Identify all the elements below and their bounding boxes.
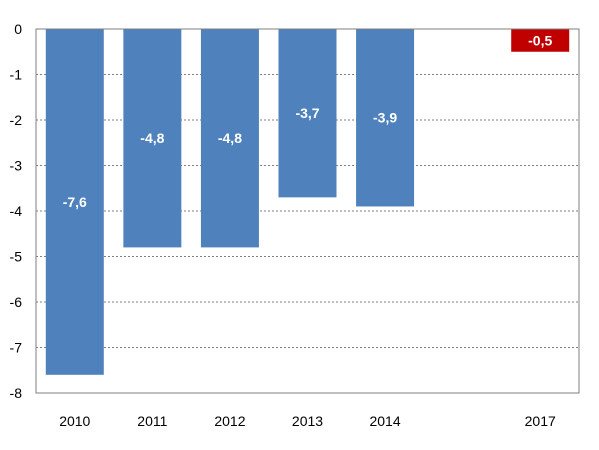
data-label: -7,6 — [63, 194, 87, 210]
y-tick-label: -2 — [10, 112, 23, 128]
x-axis-tick-labels: 2010 2011 2012 2013 2014 2017 — [59, 413, 556, 429]
x-tick-label: 2017 — [525, 413, 556, 429]
y-tick-label: -3 — [10, 158, 23, 174]
y-tick-label: -8 — [10, 385, 23, 401]
y-tick-label: -4 — [10, 203, 23, 219]
bar — [356, 29, 415, 207]
bars — [45, 29, 570, 375]
data-label: -3,9 — [373, 110, 397, 126]
data-label: -4,8 — [218, 130, 242, 146]
x-tick-label: 2014 — [369, 413, 400, 429]
plot-area-border — [35, 28, 580, 394]
bar — [45, 29, 104, 375]
gridlines — [36, 74, 579, 348]
data-labels: -7,6 -4,8 -4,8 -3,7 -3,9 -0,5 — [63, 32, 553, 210]
x-tick-label: 2011 — [137, 413, 167, 429]
data-label: -0,5 — [528, 32, 552, 48]
x-tick-label: 2012 — [214, 413, 245, 429]
x-tick-label: 2010 — [59, 413, 90, 429]
data-label: -3,7 — [295, 105, 319, 121]
data-label: -4,8 — [140, 130, 164, 146]
y-tick-label: -6 — [10, 294, 23, 310]
bar — [123, 29, 182, 248]
bar — [511, 29, 570, 52]
y-tick-label: -5 — [10, 249, 23, 265]
bar — [278, 29, 337, 198]
y-tick-label: -7 — [10, 340, 23, 356]
y-tick-label: 0 — [14, 21, 22, 37]
y-axis-tick-labels: 0 -1 -2 -3 -4 -5 -6 -7 -8 — [10, 21, 23, 401]
bar — [200, 29, 259, 248]
x-tick-label: 2013 — [292, 413, 323, 429]
y-tick-label: -1 — [10, 67, 23, 83]
